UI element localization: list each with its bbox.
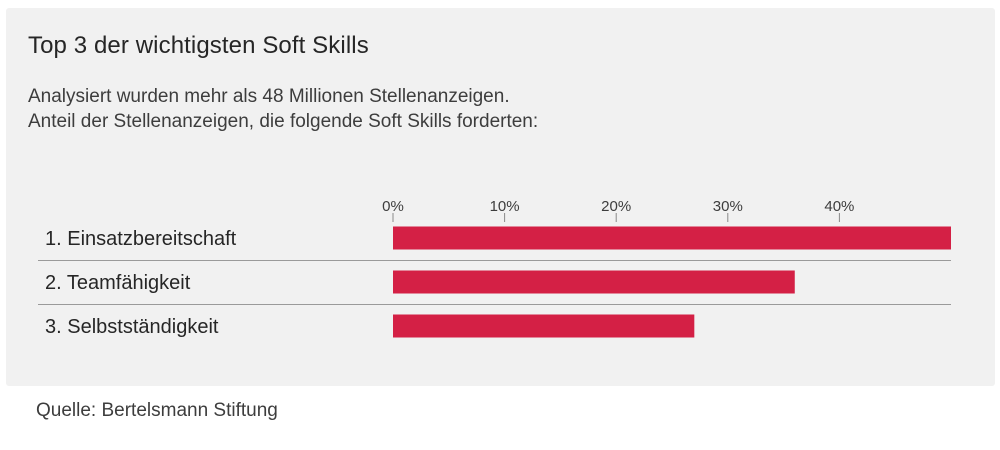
bar [393, 270, 795, 294]
bars [393, 226, 951, 338]
chart-title: Top 3 der wichtigsten Soft Skills [28, 32, 369, 59]
x-axis: 0% 10% 20% 30% 40% [382, 198, 854, 222]
source-note: Quelle: Bertelsmann Stiftung [36, 400, 278, 421]
chart-subtitle: Analysiert wurden mehr als 48 Millionen … [28, 84, 538, 134]
x-tick-label: 10% [490, 198, 520, 215]
bar [393, 226, 951, 250]
category-label: 3. Selbstständigkeit [45, 316, 219, 338]
x-tick-label: 40% [824, 198, 854, 215]
category-label: 1. Einsatzbereitschaft [45, 228, 237, 250]
x-tick-label: 0% [382, 198, 404, 215]
x-tick-label: 30% [713, 198, 743, 215]
x-tick-label: 20% [601, 198, 631, 215]
chart-subtitle-line-2: Anteil der Stellenanzeigen, die folgende… [28, 111, 539, 132]
chart-subtitle-line-1: Analysiert wurden mehr als 48 Millionen … [28, 86, 510, 107]
category-label: 2. Teamfähigkeit [45, 272, 191, 294]
category-labels: 1. Einsatzbereitschaft 2. Teamfähigkeit 3.… [45, 228, 237, 338]
row-separators [38, 260, 951, 305]
bar [393, 314, 695, 338]
